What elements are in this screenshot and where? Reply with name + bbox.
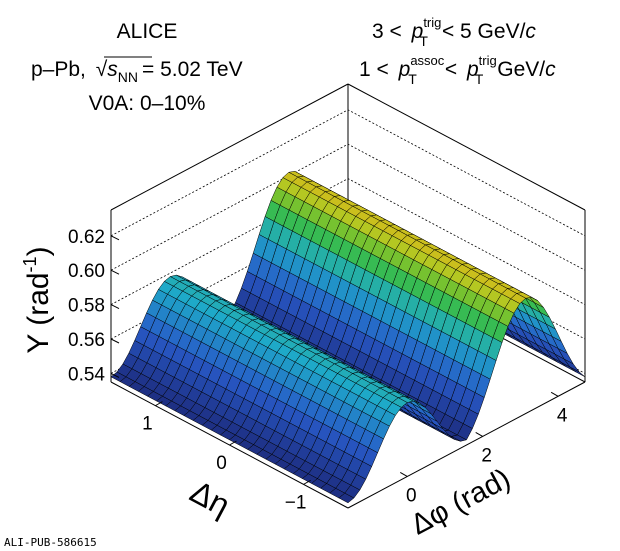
z-axis-title: Y (rad-1)	[20, 246, 55, 353]
surface-cell	[338, 492, 355, 504]
trig-cut-label: 3 < ptrig T < 5 GeV/c	[372, 15, 536, 49]
z-tick-label: 0.62	[68, 227, 105, 248]
s-letter: s	[107, 58, 118, 81]
z-tick	[110, 338, 120, 344]
z-gridline	[110, 178, 586, 305]
x-axis-title: Δφ (rad)	[406, 463, 516, 542]
z-tick-label: 0.56	[68, 330, 105, 351]
experiment-label: ALICE	[117, 20, 178, 43]
z-tick	[110, 235, 120, 241]
x-tick	[550, 391, 559, 397]
svg-text:p–Pb, √sNN= 5.02 TeV: p–Pb, √sNN = 5.02 TeV	[31, 58, 243, 85]
assoc-cut-label: 1 < passoc T < ptrig T GeV/c	[359, 53, 556, 87]
centrality-label: V0A: 0–10%	[89, 92, 206, 115]
x-tick-label: 0	[406, 485, 417, 506]
x-tick-label: 4	[557, 405, 568, 426]
y-tick	[229, 440, 237, 446]
y-tick-label: 0	[216, 453, 227, 474]
z-axis-title-close: )	[22, 246, 55, 256]
z-tick-label: 0.54	[68, 364, 105, 385]
z-gridline	[110, 109, 586, 237]
z-tick-label: 0.58	[68, 296, 105, 317]
z-axis-title-text: Y (rad	[22, 272, 55, 353]
publication-id: ALI-PUB-586615	[4, 536, 97, 549]
sqrt-symbol: √	[96, 58, 108, 81]
z-axis-ticks: 0.54 0.56 0.58 0.60 0.62	[68, 210, 120, 385]
y-axis-title: Δη	[184, 473, 235, 523]
svg-text:Y (rad-1): Y (rad-1)	[20, 246, 55, 353]
y-tick	[303, 479, 311, 485]
system-prefix: p–Pb,	[31, 58, 86, 81]
z-tick	[110, 304, 120, 310]
y-tick	[155, 401, 163, 407]
x-tick-label: 2	[481, 445, 492, 466]
z-axis-title-sup: -1	[20, 256, 40, 272]
z-tick	[110, 269, 120, 275]
energy-value: = 5.02 TeV	[142, 58, 243, 81]
surface-mesh	[110, 171, 586, 504]
x-tick	[400, 472, 408, 477]
y-axis-ticks: 1 0 −1	[142, 401, 311, 513]
y-tick-label: −1	[285, 492, 307, 513]
z-tick	[110, 372, 120, 378]
z-tick-label: 0.60	[68, 261, 105, 282]
s-subscript: NN	[118, 69, 138, 85]
x-axis-ticks: 0 2 4	[400, 391, 568, 506]
system-label: p–Pb, √sNN = 5.02 TeV	[31, 56, 243, 85]
y-tick-label: 1	[142, 414, 153, 435]
z-gridline	[110, 143, 586, 271]
x-tick	[475, 431, 483, 437]
